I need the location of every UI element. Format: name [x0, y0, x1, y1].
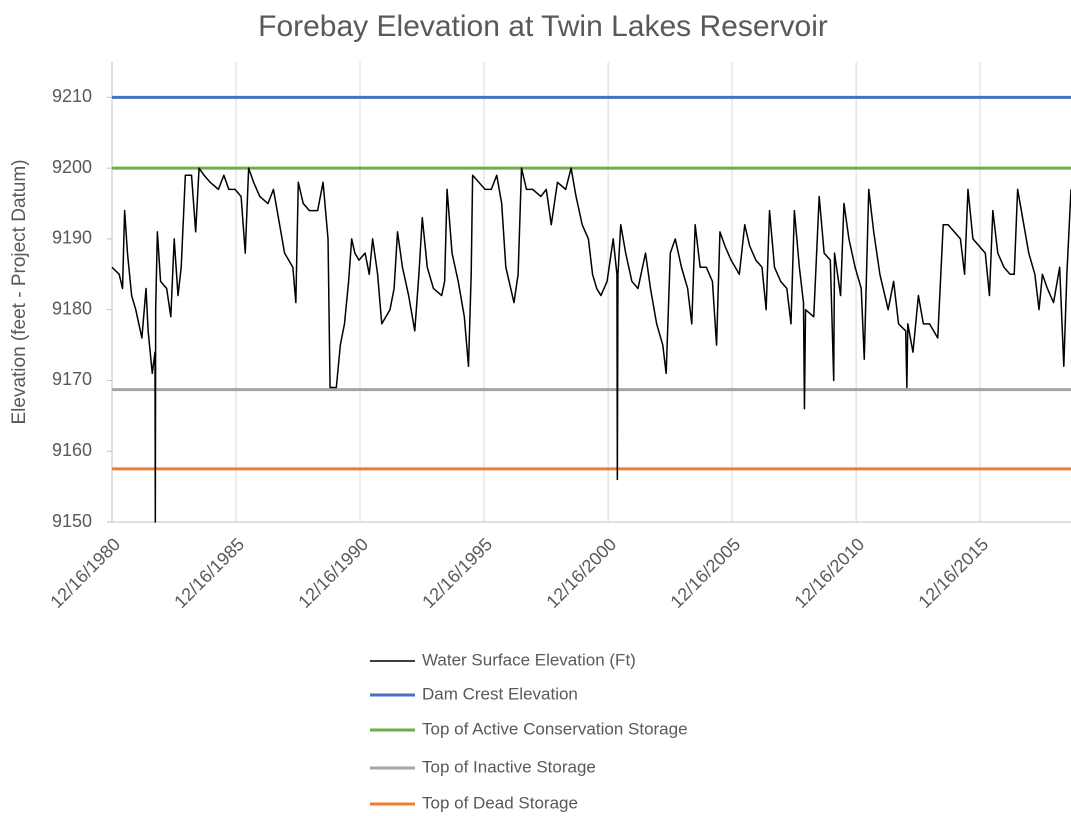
x-tick-label: 12/16/2015 [914, 534, 992, 612]
legend-label: Dam Crest Elevation [422, 684, 578, 703]
chart-title: Forebay Elevation at Twin Lakes Reservoi… [258, 10, 828, 43]
x-tick-label: 12/16/2000 [542, 534, 620, 612]
x-tick-label: 12/16/1995 [418, 534, 496, 612]
y-tick-label: 9190 [52, 228, 92, 248]
y-tick-label: 9150 [52, 511, 92, 531]
y-tick-label: 9170 [52, 369, 92, 389]
x-tick-label: 12/16/2005 [666, 534, 744, 612]
legend-label: Water Surface Elevation (Ft) [422, 650, 636, 669]
legend-label: Top of Active Conservation Storage [422, 719, 688, 738]
x-tick-label: 12/16/1990 [294, 534, 372, 612]
y-tick-label: 9210 [52, 86, 92, 106]
y-tick-label: 9180 [52, 298, 92, 318]
y-tick-label: 9160 [52, 440, 92, 460]
series-line [111, 167, 1071, 523]
x-tick-label: 12/16/1985 [170, 534, 248, 612]
y-axis-title: Elevation (feet - Project Datum) [9, 159, 30, 424]
y-tick-label: 9200 [52, 157, 92, 177]
x-tick-label: 12/16/2010 [790, 534, 868, 612]
x-tick-label: 12/16/1980 [46, 534, 124, 612]
legend-label: Top of Dead Storage [422, 793, 578, 812]
legend-label: Top of Inactive Storage [422, 757, 596, 776]
